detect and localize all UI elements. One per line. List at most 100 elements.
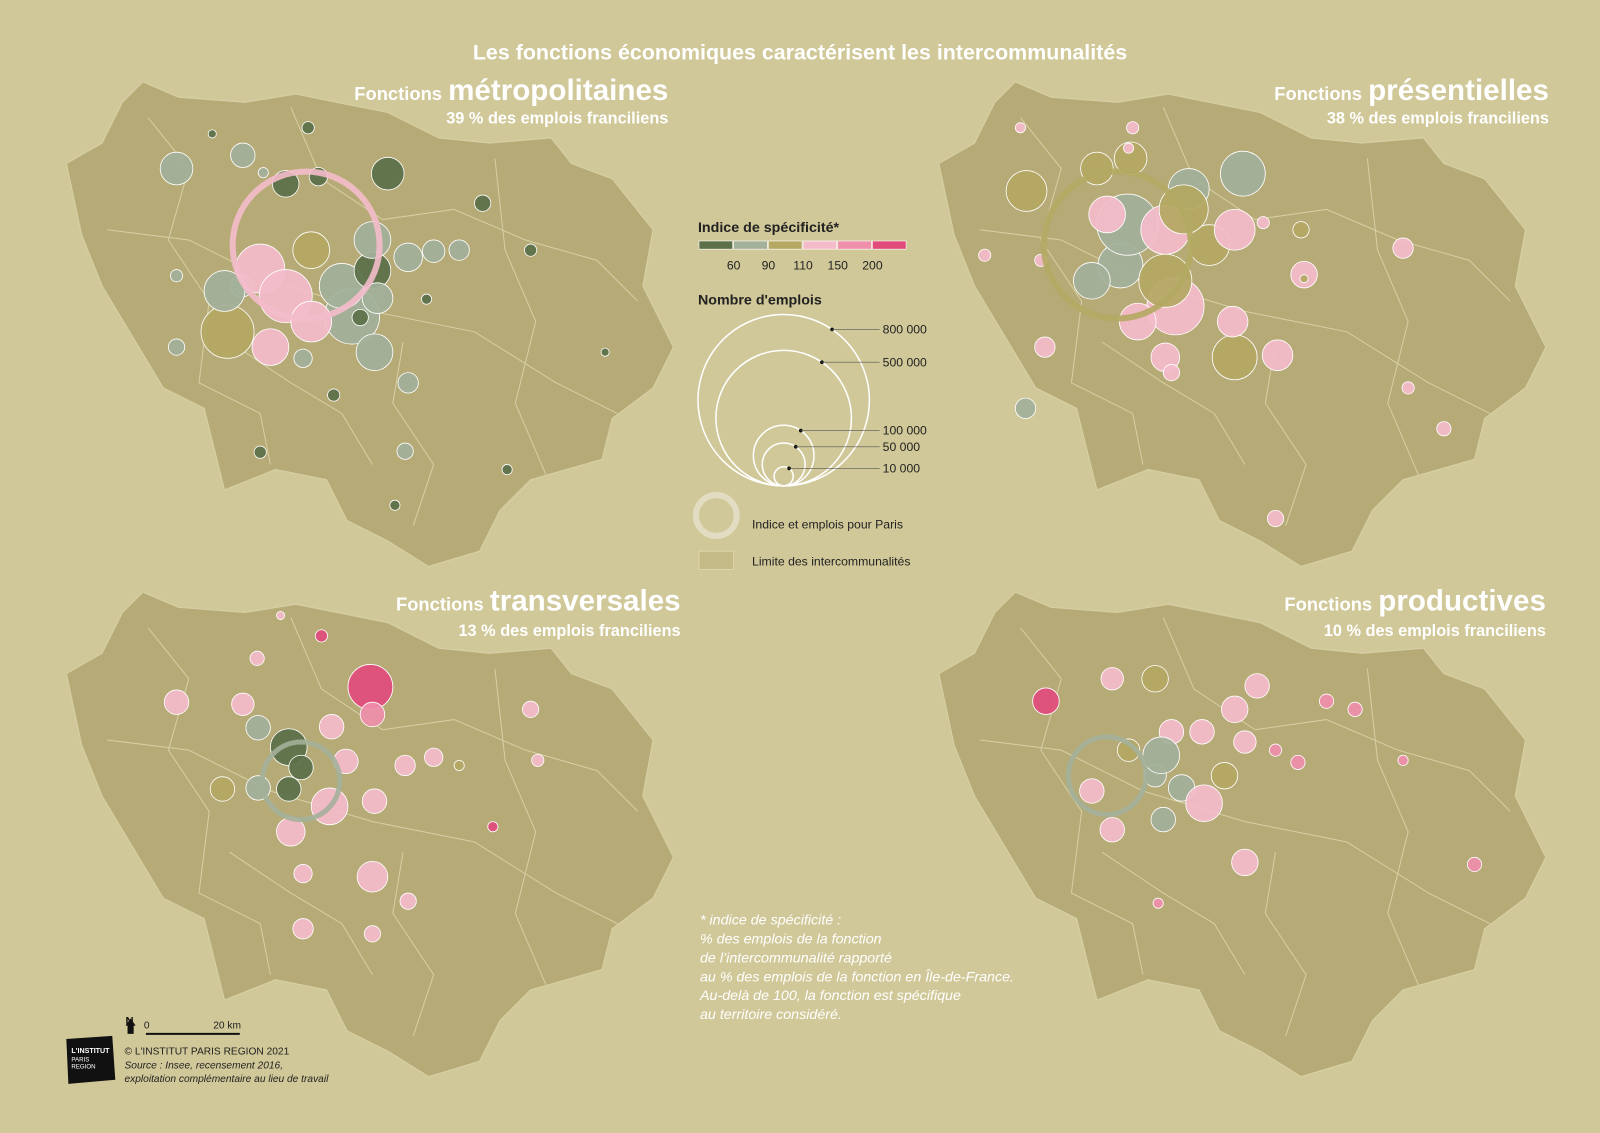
- bubble: [209, 776, 236, 802]
- bubble: [1005, 170, 1048, 212]
- paris-ring: [1040, 168, 1194, 322]
- bubble: [1466, 856, 1483, 873]
- bubble: [1185, 784, 1223, 823]
- panel-title: Fonctions présentielles: [1274, 74, 1549, 107]
- bubble: [1347, 701, 1363, 717]
- panel-title-prefix: Fonctions: [354, 83, 442, 104]
- north-label: N: [126, 1016, 134, 1028]
- bubble: [1073, 262, 1111, 300]
- color-tick-label: 110: [793, 259, 813, 273]
- size-circle: [761, 442, 806, 487]
- size-tick-label: 800 000: [883, 323, 927, 337]
- paris-ring: [1065, 734, 1149, 818]
- size-legend-title: Nombre d'emplois: [698, 292, 822, 308]
- note-line: au territoire considéré.: [700, 1007, 842, 1023]
- bubble: [292, 918, 314, 940]
- bubble: [293, 348, 313, 368]
- bubble: [1014, 397, 1037, 419]
- size-circle: [752, 424, 815, 487]
- panel-title-main: métropolitaines: [448, 74, 668, 107]
- bubble: [422, 239, 446, 263]
- scale-start: 0: [144, 1021, 150, 1032]
- bubble: [1231, 848, 1259, 877]
- bubble: [301, 121, 315, 135]
- bubble: [1213, 208, 1256, 251]
- legend: Indice de spécificité* Nombre d'emplois …: [692, 220, 927, 571]
- bubble: [314, 629, 328, 643]
- bubble: [1216, 305, 1249, 338]
- color-swatch: [837, 240, 872, 250]
- panel-title: Fonctions productives: [1284, 584, 1545, 617]
- bubble: [453, 759, 465, 771]
- bubble: [159, 151, 194, 186]
- bubble: [1141, 665, 1169, 693]
- bubble: [327, 388, 341, 402]
- bubble: [1150, 806, 1176, 833]
- paris-legend-label: Indice et emplois pour Paris: [752, 518, 903, 532]
- bubble: [1210, 762, 1239, 790]
- size-tick-label: 500 000: [883, 355, 927, 369]
- bubble: [1261, 339, 1294, 371]
- bubble: [1244, 673, 1270, 699]
- boundary-legend-label: Limite des intercommunalités: [752, 554, 910, 568]
- panel-title-main: présentielles: [1368, 74, 1549, 107]
- bubble: [394, 754, 416, 777]
- bubble: [600, 347, 610, 357]
- logo-text: REGION: [71, 1064, 95, 1071]
- bubble: [1189, 719, 1215, 745]
- note-line: au % des emplois de la fonction en Île-d…: [700, 968, 1014, 985]
- bubble: [251, 328, 290, 366]
- color-tick-label: 90: [762, 259, 776, 273]
- panel-title: Fonctions métropolitaines: [354, 74, 668, 107]
- source: Source : Insee, recensement 2016,: [124, 1061, 283, 1072]
- bubble: [167, 338, 186, 356]
- logo-text: L'INSTITUT: [71, 1047, 110, 1055]
- bubble: [1268, 743, 1283, 757]
- bubble: [1292, 221, 1310, 239]
- footer: N 0 20 km L'INSTITUT PARIS REGION © L'IN…: [66, 1016, 329, 1085]
- scale-end: 20 km: [213, 1021, 241, 1032]
- bubble: [448, 239, 470, 261]
- bubble: [361, 788, 388, 814]
- bubble: [421, 293, 433, 305]
- bubble: [1401, 381, 1415, 395]
- bubble: [170, 269, 184, 283]
- color-tick-label: 60: [727, 259, 741, 273]
- note: * indice de spécificité : % des emplois d…: [699, 913, 1014, 1023]
- bubble: [1436, 421, 1452, 437]
- bubble: [396, 442, 414, 460]
- color-tick-label: 150: [828, 259, 849, 273]
- bubble: [1138, 253, 1193, 308]
- bubble: [163, 689, 190, 715]
- bubble: [359, 701, 386, 728]
- bubble: [522, 700, 540, 718]
- bubble: [245, 715, 271, 741]
- paris-ring-symbol: [692, 492, 740, 539]
- bubble: [1318, 693, 1335, 709]
- bubble: [351, 308, 369, 327]
- panel-title-prefix: Fonctions: [396, 593, 484, 614]
- paris-ring: [229, 168, 383, 322]
- color-swatch: [872, 240, 907, 250]
- bubble: [1162, 364, 1181, 382]
- color-swatch: [698, 240, 733, 250]
- bubble: [1100, 667, 1124, 691]
- bubble: [1099, 817, 1125, 843]
- size-tick-label: 10 000: [883, 461, 921, 475]
- paris-ring: [259, 739, 343, 823]
- bubble: [276, 610, 286, 620]
- copyright: © L'INSTITUT PARIS REGION 2021: [124, 1046, 289, 1057]
- map-outline: [938, 591, 1547, 1078]
- note-line: Au-delà de 100, la fonction est spécifiq…: [699, 988, 961, 1004]
- bubble: [288, 754, 314, 781]
- bubble: [1220, 150, 1266, 197]
- bubble: [1392, 237, 1414, 259]
- bubble: [371, 156, 405, 191]
- logo: [66, 1035, 116, 1084]
- bubble: [293, 864, 313, 884]
- note-line: de l’intercommunalité rapporté: [700, 950, 892, 966]
- bubble: [1079, 778, 1105, 804]
- color-swatch: [802, 240, 838, 250]
- panel-subtitle: 13 % des emplois franciliens: [458, 622, 680, 640]
- bubble: [276, 776, 302, 802]
